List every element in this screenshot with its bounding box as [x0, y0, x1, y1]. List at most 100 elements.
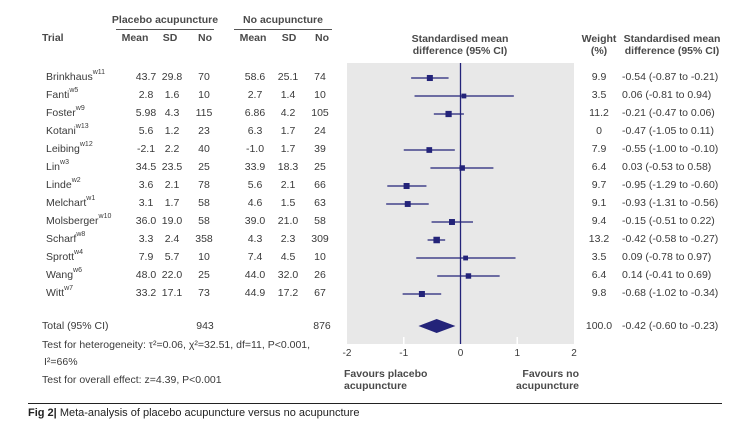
cell-sd2: 17.2 — [277, 287, 299, 299]
cell-smd-text: -0.21 (-0.47 to 0.06) — [622, 107, 715, 119]
cell-n1: 70 — [198, 71, 210, 83]
trial-name: Molsbergerw10 — [46, 213, 112, 227]
cell-sd2: 18.3 — [277, 161, 299, 173]
total-smd-text: -0.42 (-0.60 to -0.23) — [622, 320, 719, 332]
cell-smd-text: -0.55 (-1.00 to -0.10) — [622, 143, 719, 155]
group-header-no-acupuncture: No acupuncture — [243, 14, 323, 26]
cell-smd-text: -0.95 (-1.29 to -0.60) — [622, 179, 719, 191]
trial-reference: w13 — [75, 123, 89, 130]
trial-reference: w9 — [75, 105, 85, 112]
cell-weight: 9.1 — [591, 197, 607, 209]
cell-weight: 0 — [596, 125, 602, 137]
cell-n2: 25 — [314, 161, 326, 173]
cell-n1: 23 — [198, 125, 210, 137]
group-underline-placebo — [116, 29, 214, 30]
col-header-mean-none: Mean — [239, 32, 267, 44]
trial-reference: w12 — [79, 141, 93, 148]
cell-sd1: 1.7 — [164, 197, 180, 209]
cell-sd2: 4.2 — [280, 107, 296, 119]
cell-smd-text: -0.54 (-0.87 to -0.21) — [622, 71, 719, 83]
col-header-smd-line2: difference (95% CI) — [624, 45, 720, 57]
cell-m2: 5.6 — [247, 179, 263, 191]
cell-sd2: 2.3 — [280, 233, 296, 245]
cell-m2: 6.86 — [244, 107, 266, 119]
favours-left-line2: acupuncture — [344, 380, 408, 392]
cell-m2: 44.9 — [244, 287, 266, 299]
point-estimate — [404, 201, 411, 207]
cell-n1: 78 — [198, 179, 210, 191]
col-header-smd-line1: Standardised mean — [623, 33, 721, 45]
tick-label: -2 — [343, 348, 352, 359]
trial-reference: w4 — [74, 249, 83, 256]
cell-weight: 6.4 — [591, 161, 607, 173]
cell-sd1: 5.7 — [164, 251, 180, 263]
trial-label: Brinkhaus — [46, 71, 93, 83]
cell-m1: 2.8 — [138, 89, 154, 101]
trial-name: Scharfw8 — [46, 231, 85, 245]
cell-n2: 309 — [311, 233, 329, 245]
point-estimate — [465, 273, 472, 279]
cell-n2: 105 — [311, 107, 329, 119]
col-header-mean-placebo: Mean — [121, 32, 149, 44]
cell-n1: 25 — [198, 269, 210, 281]
cell-m1: 3.6 — [138, 179, 154, 191]
cell-n2: 24 — [314, 125, 326, 137]
cell-sd1: 17.1 — [161, 287, 183, 299]
trial-name: Sprottw4 — [46, 249, 83, 263]
trial-name: Wangw6 — [46, 267, 82, 281]
plot-title-line1: Standardised mean — [411, 33, 509, 45]
total-n-placebo: 943 — [196, 320, 214, 332]
total-n-none: 876 — [313, 320, 331, 332]
cell-sd2: 2.1 — [280, 179, 296, 191]
cell-n1: 58 — [198, 215, 210, 227]
cell-m2: 39.0 — [244, 215, 266, 227]
group-header-placebo: Placebo acupuncture — [111, 14, 219, 26]
total-weight: 100.0 — [585, 320, 613, 332]
cell-sd1: 2.1 — [164, 179, 180, 191]
trial-reference: w3 — [60, 159, 69, 166]
trial-reference: w11 — [92, 69, 106, 76]
cell-n1: 58 — [198, 197, 210, 209]
point-estimate — [463, 255, 469, 261]
cell-n1: 25 — [198, 161, 210, 173]
pooled-diamond — [418, 319, 456, 333]
trial-label: Lin — [46, 161, 61, 173]
col-header-weight-line2: (%) — [590, 45, 608, 57]
cell-weight: 6.4 — [591, 269, 607, 281]
cell-n2: 74 — [314, 71, 326, 83]
cell-smd-text: 0.03 (-0.53 to 0.58) — [622, 161, 712, 173]
plot-title-line2: difference (95% CI) — [412, 45, 508, 57]
cell-m1: 33.2 — [135, 287, 157, 299]
cell-n1: 10 — [198, 89, 210, 101]
cell-m1: -2.1 — [136, 143, 156, 155]
trial-reference: w1 — [86, 195, 96, 202]
cell-sd1: 19.0 — [161, 215, 183, 227]
cell-weight: 3.5 — [591, 251, 607, 263]
point-estimate — [418, 290, 425, 298]
favours-right-line1: Favours no — [522, 368, 579, 380]
cell-weight: 7.9 — [591, 143, 607, 155]
trial-label: Witt — [46, 287, 65, 299]
cell-sd1: 2.4 — [164, 233, 180, 245]
col-header-weight-line1: Weight — [581, 33, 617, 45]
cell-weight: 13.2 — [588, 233, 610, 245]
cell-n2: 10 — [314, 251, 326, 263]
caption-label: Fig 2| — [28, 407, 57, 419]
cell-m2: -1.0 — [245, 143, 265, 155]
cell-n2: 66 — [314, 179, 326, 191]
col-header-sd-none: SD — [281, 32, 297, 44]
cell-m1: 3.1 — [138, 197, 154, 209]
heterogeneity-test: Test for heterogeneity: τ²=0.06, χ²=32.5… — [42, 339, 311, 351]
point-estimate — [461, 93, 467, 99]
point-estimate — [445, 110, 452, 118]
figure-caption: Fig 2| Meta-analysis of placebo acupunct… — [28, 407, 359, 419]
trial-reference: w6 — [73, 267, 82, 274]
trial-label: Molsberger — [46, 215, 99, 227]
col-header-sd-placebo: SD — [162, 32, 178, 44]
point-estimate — [433, 236, 440, 244]
trial-reference: w10 — [98, 213, 112, 220]
point-estimate — [426, 147, 433, 153]
cell-smd-text: -0.68 (-1.02 to -0.34) — [622, 287, 719, 299]
cell-sd2: 1.7 — [280, 143, 296, 155]
cell-smd-text: -0.93 (-1.31 to -0.56) — [622, 197, 719, 209]
